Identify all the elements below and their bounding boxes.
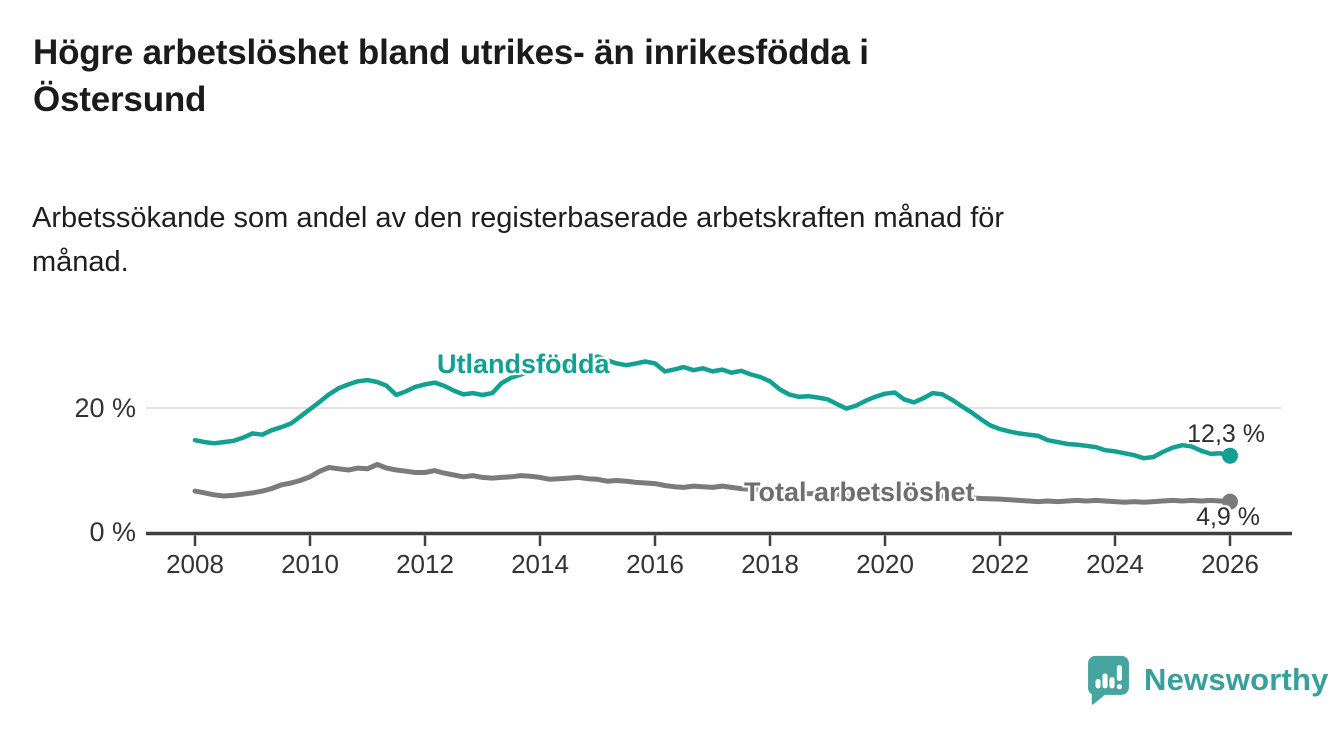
x-tick-label: 2010 xyxy=(281,549,339,579)
bar-small xyxy=(1095,679,1101,689)
series-label-utlandsfodda: Utlandsfödda xyxy=(437,349,610,379)
x-tick-label: 2016 xyxy=(626,549,684,579)
x-tick-label: 2008 xyxy=(166,549,224,579)
y-tick-label: 0 % xyxy=(89,517,136,547)
end-value-utlandsfodda: 12,3 % xyxy=(1187,420,1265,448)
bar-medium xyxy=(1109,677,1115,689)
speech-bubble-shape xyxy=(1088,655,1129,705)
newsworthy-logo-text: Newsworthy xyxy=(1144,662,1329,697)
x-tick-label: 2018 xyxy=(741,549,799,579)
bar-tall xyxy=(1102,673,1108,689)
end-value-total-arbetsloshet: 4,9 % xyxy=(1196,503,1260,531)
chart-subtitle: Arbetssökande som andel av den registerb… xyxy=(32,202,1005,278)
x-tick-label: 2026 xyxy=(1201,549,1259,579)
x-tick-label: 2022 xyxy=(971,549,1029,579)
chart-title: Högre arbetslöshet bland utrikes- än inr… xyxy=(33,33,869,119)
series-end-dot-0 xyxy=(1222,447,1238,464)
x-tick-label: 2012 xyxy=(396,549,454,579)
newsworthy-logo: Newsworthy xyxy=(1086,654,1329,706)
y-tick-label: 20 % xyxy=(74,393,136,423)
logo-chart-bubble-icon xyxy=(1088,655,1129,705)
exclamation-bar xyxy=(1116,665,1122,681)
series-line-0 xyxy=(192,354,1233,461)
x-tick-label: 2014 xyxy=(511,549,569,579)
series-line-1 xyxy=(192,461,1233,505)
x-tick-label: 2024 xyxy=(1086,549,1144,579)
series-label-total-arbetsloshet: Total arbetslöshet xyxy=(744,477,975,507)
exclamation-dot xyxy=(1116,684,1122,690)
x-tick-label: 2020 xyxy=(856,549,914,579)
series-end-dot-1 xyxy=(1222,493,1238,510)
